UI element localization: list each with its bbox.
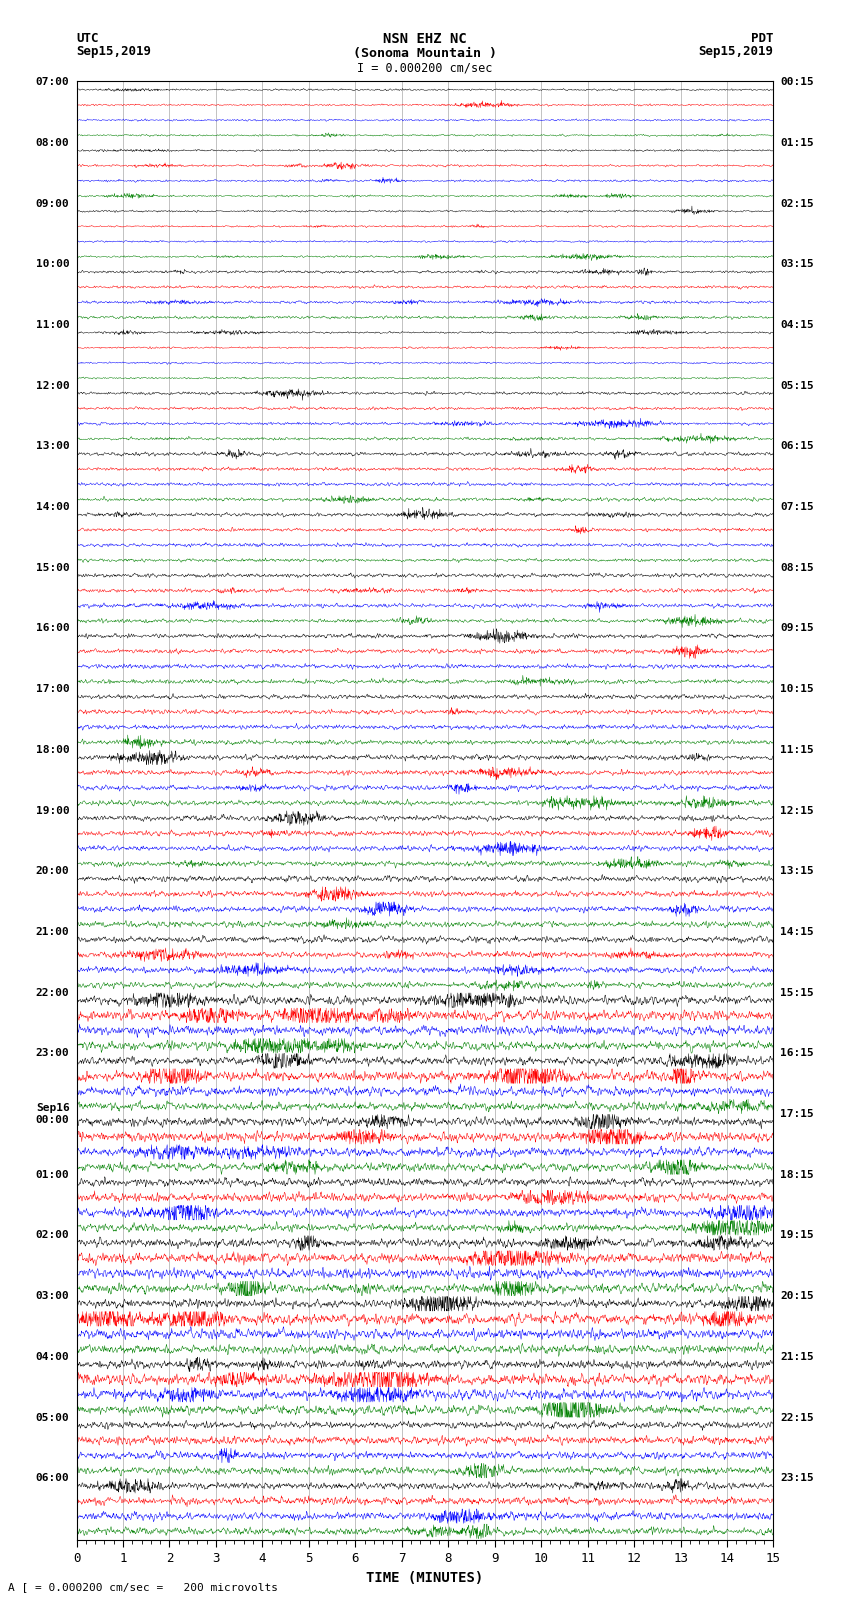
Text: 02:00: 02:00 — [36, 1231, 70, 1240]
Text: 18:15: 18:15 — [780, 1169, 814, 1179]
Text: 18:00: 18:00 — [36, 745, 70, 755]
Text: 05:00: 05:00 — [36, 1413, 70, 1423]
Text: 20:00: 20:00 — [36, 866, 70, 876]
Text: I = 0.000200 cm/sec: I = 0.000200 cm/sec — [357, 61, 493, 74]
Text: Sep16
00:00: Sep16 00:00 — [36, 1103, 70, 1124]
Text: 17:15: 17:15 — [780, 1110, 814, 1119]
Text: 03:00: 03:00 — [36, 1290, 70, 1302]
Text: 16:15: 16:15 — [780, 1048, 814, 1058]
Text: 07:15: 07:15 — [780, 502, 814, 511]
Text: 17:00: 17:00 — [36, 684, 70, 694]
Text: 14:00: 14:00 — [36, 502, 70, 511]
Text: 05:15: 05:15 — [780, 381, 814, 390]
Text: 15:15: 15:15 — [780, 987, 814, 997]
Text: 22:15: 22:15 — [780, 1413, 814, 1423]
Text: 10:15: 10:15 — [780, 684, 814, 694]
Text: Sep15,2019: Sep15,2019 — [699, 45, 774, 58]
Text: 19:00: 19:00 — [36, 805, 70, 816]
Text: 12:15: 12:15 — [780, 805, 814, 816]
Text: 08:15: 08:15 — [780, 563, 814, 573]
Text: 15:00: 15:00 — [36, 563, 70, 573]
Text: 06:15: 06:15 — [780, 442, 814, 452]
Text: 06:00: 06:00 — [36, 1473, 70, 1484]
Text: 04:00: 04:00 — [36, 1352, 70, 1361]
Text: 19:15: 19:15 — [780, 1231, 814, 1240]
Text: 07:00: 07:00 — [36, 77, 70, 87]
Text: 04:15: 04:15 — [780, 319, 814, 331]
Text: UTC: UTC — [76, 32, 99, 45]
Text: 09:00: 09:00 — [36, 198, 70, 208]
Text: 14:15: 14:15 — [780, 927, 814, 937]
Text: Sep15,2019: Sep15,2019 — [76, 45, 151, 58]
Text: 21:15: 21:15 — [780, 1352, 814, 1361]
Text: 08:00: 08:00 — [36, 137, 70, 148]
Text: 11:15: 11:15 — [780, 745, 814, 755]
Text: 16:00: 16:00 — [36, 624, 70, 634]
Text: 23:00: 23:00 — [36, 1048, 70, 1058]
Text: 11:00: 11:00 — [36, 319, 70, 331]
Text: PDT: PDT — [751, 32, 774, 45]
Text: A [ = 0.000200 cm/sec =   200 microvolts: A [ = 0.000200 cm/sec = 200 microvolts — [8, 1582, 279, 1592]
Text: 13:15: 13:15 — [780, 866, 814, 876]
Text: NSN EHZ NC: NSN EHZ NC — [383, 32, 467, 47]
Text: 02:15: 02:15 — [780, 198, 814, 208]
Text: 20:15: 20:15 — [780, 1290, 814, 1302]
Text: 12:00: 12:00 — [36, 381, 70, 390]
Text: 03:15: 03:15 — [780, 260, 814, 269]
Text: (Sonoma Mountain ): (Sonoma Mountain ) — [353, 47, 497, 60]
Text: 22:00: 22:00 — [36, 987, 70, 997]
Text: 01:15: 01:15 — [780, 137, 814, 148]
Text: 01:00: 01:00 — [36, 1169, 70, 1179]
X-axis label: TIME (MINUTES): TIME (MINUTES) — [366, 1571, 484, 1586]
Text: 21:00: 21:00 — [36, 927, 70, 937]
Text: 13:00: 13:00 — [36, 442, 70, 452]
Text: 09:15: 09:15 — [780, 624, 814, 634]
Text: 23:15: 23:15 — [780, 1473, 814, 1484]
Text: 10:00: 10:00 — [36, 260, 70, 269]
Text: 00:15: 00:15 — [780, 77, 814, 87]
